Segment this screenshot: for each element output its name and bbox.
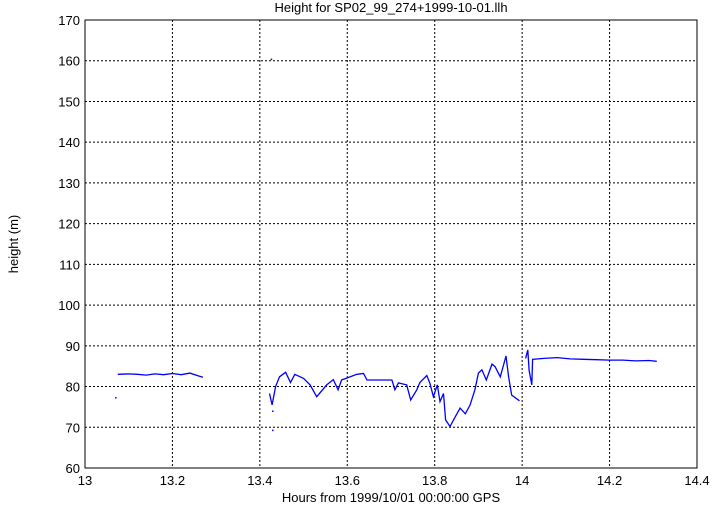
height-line-segment-2 xyxy=(268,355,520,428)
x-tick-label: 13.2 xyxy=(160,473,185,488)
height-point xyxy=(270,58,273,61)
height-line-segment-3 xyxy=(524,349,657,386)
series-height xyxy=(115,58,657,432)
y-tick-label: 160 xyxy=(58,54,80,69)
y-tick-label: 150 xyxy=(58,94,80,109)
y-tick-label: 70 xyxy=(66,420,80,435)
x-axis-label: Hours from 1999/10/01 00:00:00 GPS xyxy=(282,490,501,505)
x-tick-label: 13 xyxy=(78,473,92,488)
y-tick-label: 80 xyxy=(66,380,80,395)
y-tick-label: 90 xyxy=(66,339,80,354)
height-line-segment-1 xyxy=(117,372,204,378)
height-point xyxy=(272,410,274,412)
x-tick-label: 14.4 xyxy=(684,473,709,488)
plot-frame xyxy=(84,19,698,469)
y-tick-label: 130 xyxy=(58,176,80,191)
y-tick-label: 110 xyxy=(59,257,80,272)
x-tick-label: 13.6 xyxy=(335,473,360,488)
chart-title: Height for SP02_99_274+1999-10-01.llh xyxy=(274,0,507,15)
y-tick-label: 120 xyxy=(58,217,80,232)
height-point xyxy=(272,429,274,432)
tick-labels: 13 13.2 13.4 13.6 13.8 14 14.2 14.4 60 70 80 90 100 1… xyxy=(58,13,709,488)
height-point xyxy=(115,397,117,399)
grid-lines xyxy=(85,20,697,468)
x-tick-label: 13.4 xyxy=(247,473,272,488)
x-tick-label: 14 xyxy=(515,473,529,488)
y-axis-label: height (m) xyxy=(6,215,21,274)
y-tick-label: 140 xyxy=(58,135,80,150)
x-tick-label: 14.2 xyxy=(597,473,622,488)
x-tick-label: 13.8 xyxy=(422,473,447,488)
y-tick-label: 100 xyxy=(58,298,80,313)
y-tick-label: 170 xyxy=(58,13,80,28)
y-tick-label: 60 xyxy=(66,461,80,476)
